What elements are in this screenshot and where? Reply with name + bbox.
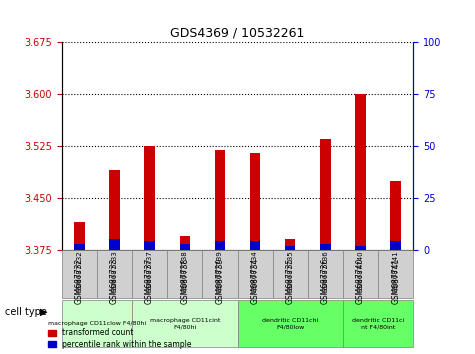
Text: GSM687741: GSM687741: [391, 257, 400, 304]
FancyBboxPatch shape: [273, 250, 308, 298]
FancyBboxPatch shape: [343, 300, 413, 347]
Text: GSM687732: GSM687732: [76, 251, 82, 293]
Text: GSM687741: GSM687741: [393, 251, 399, 293]
FancyBboxPatch shape: [378, 250, 413, 298]
Text: GSM687739: GSM687739: [217, 251, 223, 293]
Text: GSM687732: GSM687732: [75, 257, 84, 304]
Text: GSM687738: GSM687738: [182, 251, 188, 293]
Bar: [215, 241, 225, 250]
Bar: [74, 222, 85, 250]
FancyBboxPatch shape: [308, 250, 343, 298]
Bar: [215, 150, 225, 250]
Bar: [320, 244, 331, 250]
Bar: [109, 239, 120, 250]
Bar: [180, 244, 190, 250]
Text: GSM687736: GSM687736: [323, 251, 328, 293]
Bar: [285, 246, 295, 250]
FancyBboxPatch shape: [343, 250, 378, 298]
Bar: [74, 244, 85, 250]
FancyBboxPatch shape: [62, 300, 132, 347]
FancyBboxPatch shape: [132, 300, 238, 347]
FancyBboxPatch shape: [238, 300, 343, 347]
Text: macrophage CD11clow F4/80hi: macrophage CD11clow F4/80hi: [48, 321, 146, 326]
Bar: [250, 153, 260, 250]
Bar: [390, 181, 401, 250]
Text: GSM687737: GSM687737: [145, 257, 154, 304]
Text: ▶: ▶: [40, 307, 48, 316]
Text: macrophage CD11cint
F4/80hi: macrophage CD11cint F4/80hi: [150, 318, 220, 329]
Text: GSM687740: GSM687740: [358, 251, 363, 293]
FancyBboxPatch shape: [167, 250, 202, 298]
Text: GSM687735: GSM687735: [287, 251, 293, 293]
Bar: [320, 139, 331, 250]
Bar: [144, 146, 155, 250]
FancyBboxPatch shape: [202, 250, 238, 298]
FancyBboxPatch shape: [97, 250, 132, 298]
Bar: [390, 241, 401, 250]
FancyBboxPatch shape: [62, 250, 97, 298]
Text: cell type: cell type: [5, 307, 47, 316]
Legend: transformed count, percentile rank within the sample: transformed count, percentile rank withi…: [47, 327, 193, 350]
Title: GDS4369 / 10532261: GDS4369 / 10532261: [171, 27, 304, 40]
Text: GSM687733: GSM687733: [110, 257, 119, 304]
Bar: [355, 246, 366, 250]
FancyBboxPatch shape: [238, 250, 273, 298]
Text: GSM687736: GSM687736: [321, 257, 330, 304]
Text: GSM687733: GSM687733: [112, 251, 117, 293]
Bar: [144, 241, 155, 250]
Bar: [355, 94, 366, 250]
Text: GSM687740: GSM687740: [356, 257, 365, 304]
Bar: [180, 236, 190, 250]
Text: GSM687735: GSM687735: [286, 257, 294, 304]
Bar: [109, 170, 120, 250]
FancyBboxPatch shape: [132, 250, 167, 298]
Text: dendritic CD11ci
nt F4/80int: dendritic CD11ci nt F4/80int: [352, 318, 404, 329]
Bar: [250, 241, 260, 250]
Text: GSM687734: GSM687734: [252, 251, 258, 293]
Bar: [285, 239, 295, 250]
Text: dendritic CD11chi
F4/80low: dendritic CD11chi F4/80low: [262, 318, 318, 329]
Text: GSM687739: GSM687739: [216, 257, 224, 304]
Text: GSM687737: GSM687737: [147, 251, 152, 293]
Text: GSM687734: GSM687734: [251, 257, 259, 304]
Text: GSM687738: GSM687738: [180, 257, 189, 304]
